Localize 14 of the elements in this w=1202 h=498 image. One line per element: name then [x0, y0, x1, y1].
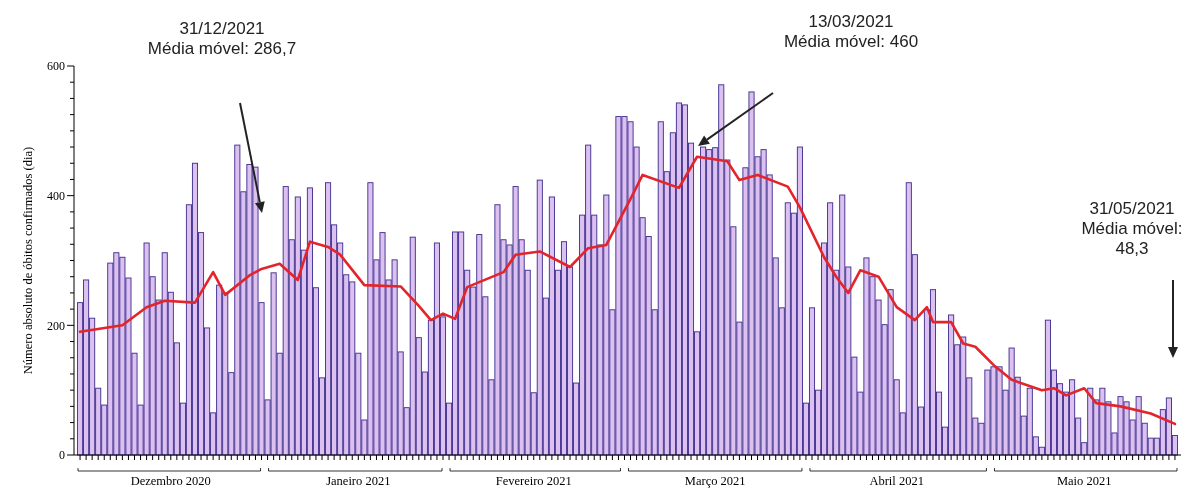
- x-tick-label: Maio 2021: [1056, 474, 1112, 488]
- y-tick-label: 600: [47, 59, 65, 74]
- annotation: 31/05/2021 Média móvel: 48,3: [1081, 198, 1183, 259]
- y-tick-label: 400: [47, 188, 65, 203]
- text: 31/12/2021 Média móvel: 286,7: [147, 18, 297, 58]
- x-tick-label: Dezembro 2020: [130, 474, 211, 488]
- x-tick-label: Janeiro 2021: [326, 474, 391, 488]
- y-axis-title: Número absoluto de óbitos confirmados (dia): [21, 146, 35, 375]
- x-tick-label: Abril 2021: [869, 474, 924, 488]
- text: 13/03/2021 Média móvel: 460: [783, 11, 919, 51]
- x-tick-label: Março 2021: [684, 474, 746, 488]
- y-tick-label: 0: [59, 448, 65, 463]
- x-tick-label: Fevereiro 2021: [495, 474, 572, 488]
- y-tick-label: 200: [47, 318, 65, 333]
